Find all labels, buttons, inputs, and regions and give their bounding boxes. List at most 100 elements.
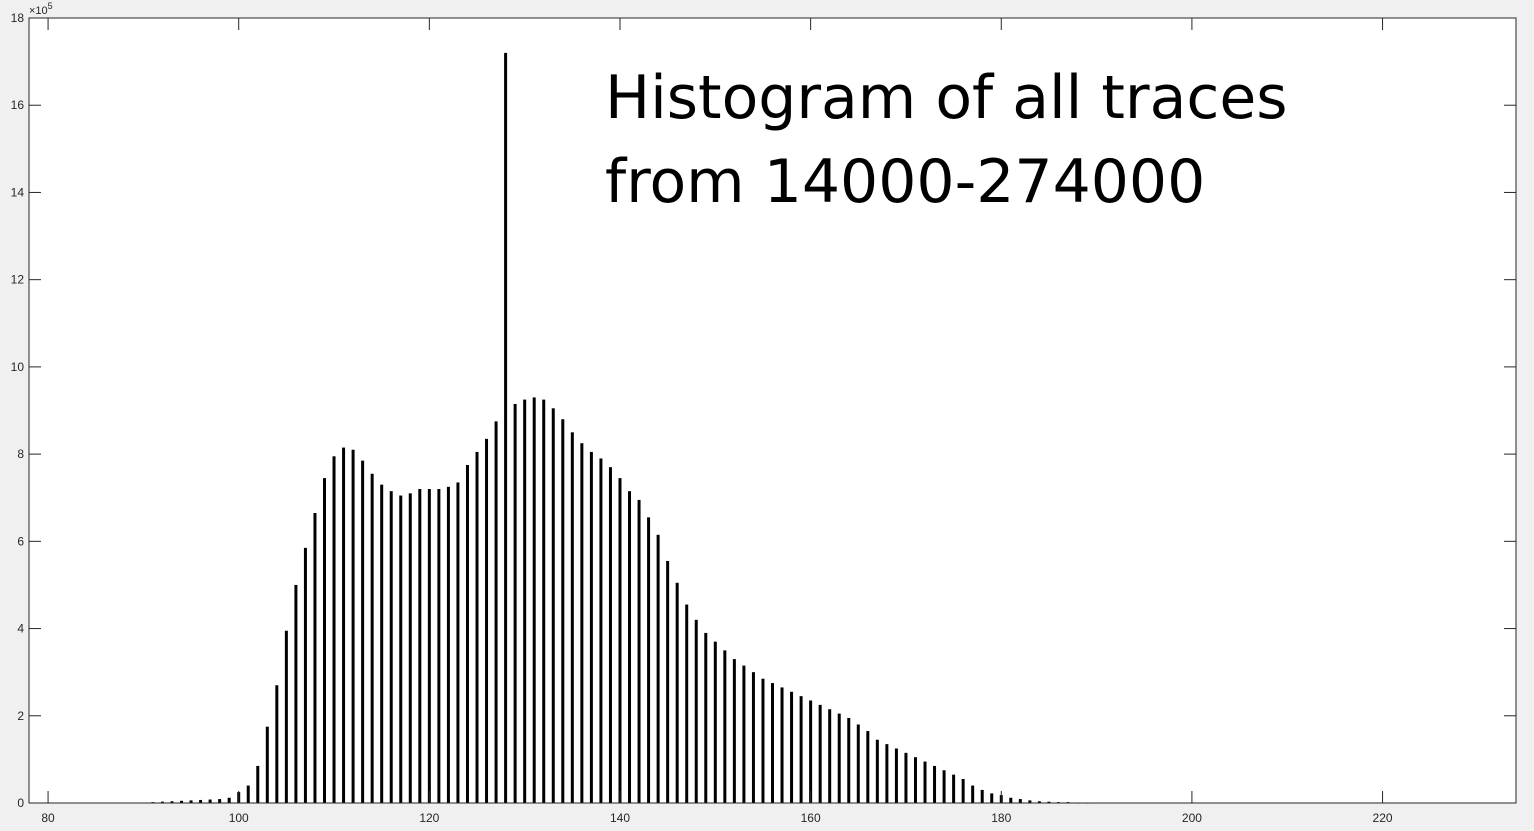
histogram-bar: [456, 482, 460, 803]
x-tick-label: 80: [41, 811, 55, 825]
histogram-bar: [656, 534, 660, 803]
histogram-bar: [599, 458, 603, 803]
histogram-bar: [265, 726, 269, 803]
histogram-bar: [256, 765, 260, 803]
histogram-bar: [809, 700, 813, 803]
histogram-bar: [913, 757, 917, 803]
histogram-bar: [284, 630, 288, 803]
y-tick-label: 14: [11, 185, 25, 199]
x-tick-label: 220: [1373, 811, 1393, 825]
histogram-bar: [532, 397, 536, 803]
y-tick-label: 2: [17, 709, 24, 723]
histogram-bar: [704, 632, 708, 803]
histogram-bar: [170, 801, 174, 803]
x-tick-label: 160: [801, 811, 821, 825]
histogram-bar: [933, 765, 937, 803]
histogram-bar: [370, 473, 374, 803]
histogram-bar: [551, 408, 555, 803]
histogram-bar: [647, 517, 651, 803]
histogram-bars: [151, 52, 1089, 804]
histogram-bar: [227, 797, 231, 803]
histogram-bar: [637, 499, 641, 803]
histogram-bar: [218, 799, 222, 803]
histogram-bar: [513, 403, 517, 803]
histogram-bar: [485, 438, 489, 803]
y-tick-label: 6: [17, 534, 24, 548]
histogram-bar: [322, 478, 326, 803]
x-tick-label: 140: [610, 811, 630, 825]
y-tick-label: 12: [11, 273, 25, 287]
histogram-bar: [351, 449, 355, 803]
histogram-bar: [685, 604, 689, 803]
histogram-bar: [942, 770, 946, 803]
histogram-bar: [742, 665, 746, 804]
histogram-bar: [1047, 801, 1051, 803]
histogram-bar: [313, 512, 317, 803]
histogram-bar: [961, 779, 965, 803]
histogram-bar: [418, 489, 422, 803]
histogram-bar: [332, 456, 336, 803]
histogram-bar: [523, 399, 527, 803]
histogram-bar: [713, 641, 717, 803]
histogram-bar: [952, 774, 956, 803]
histogram-bar: [446, 486, 450, 803]
histogram-bar: [342, 447, 346, 803]
histogram-bar: [885, 744, 889, 804]
histogram-bar: [570, 432, 574, 803]
x-tick-label: 100: [229, 811, 249, 825]
histogram-bar: [494, 421, 498, 803]
histogram-bar: [389, 491, 393, 803]
histogram-bar: [608, 467, 612, 803]
y-axis: 0 2 4 6 8 10 12 14 16 18: [11, 11, 1516, 810]
histogram-bar: [1018, 799, 1022, 803]
histogram-bar: [790, 691, 794, 803]
y-tick-label: 16: [11, 98, 25, 112]
histogram-bar: [780, 687, 784, 803]
histogram-bar: [246, 785, 250, 803]
histogram-bar: [628, 491, 632, 803]
y-exponent-label: ×105: [29, 1, 53, 17]
histogram-bar: [437, 489, 441, 803]
histogram-bar: [399, 495, 403, 803]
histogram-bar: [723, 650, 727, 803]
annotation-line-2: from 14000-274000: [605, 147, 1205, 217]
x-tick-label: 200: [1182, 811, 1202, 825]
y-tick-label: 8: [17, 447, 24, 461]
annotation-line-1: Histogram of all traces: [605, 63, 1288, 133]
histogram-bar: [675, 582, 679, 803]
y-tick-label: 0: [17, 796, 24, 810]
histogram-bar: [408, 493, 412, 803]
histogram-bar: [837, 713, 841, 803]
histogram-bar: [1028, 800, 1032, 803]
histogram-bar: [971, 785, 975, 803]
histogram-bar: [589, 451, 593, 803]
histogram-bar: [618, 478, 622, 803]
histogram-bar: [818, 704, 822, 804]
histogram-bar: [275, 685, 279, 803]
histogram-bar: [542, 399, 546, 803]
y-exponent-base: ×10: [29, 5, 48, 17]
histogram-bar: [990, 793, 994, 803]
histogram-bar: [475, 451, 479, 803]
axes-box: [28, 17, 1517, 804]
histogram-bar: [180, 800, 184, 803]
histogram-bar: [732, 659, 736, 803]
histogram-bar: [189, 800, 193, 803]
histogram-bar: [666, 560, 670, 803]
histogram-bar: [199, 799, 203, 803]
x-axis: 80 100 120 140 160 180 200 220: [41, 18, 1393, 825]
histogram-bar: [980, 789, 984, 803]
y-tick-label: 10: [11, 360, 25, 374]
histogram-bar: [504, 52, 508, 803]
histogram-bar: [465, 465, 469, 803]
histogram-bar: [828, 709, 832, 803]
y-exponent-power: 5: [48, 1, 53, 11]
histogram-bar: [866, 731, 870, 803]
x-tick-label: 120: [419, 811, 439, 825]
histogram-bar: [751, 672, 755, 803]
x-tick-label: 180: [991, 811, 1011, 825]
histogram-bar: [303, 547, 307, 804]
histogram-bar: [923, 761, 927, 803]
histogram-bar: [694, 619, 698, 803]
